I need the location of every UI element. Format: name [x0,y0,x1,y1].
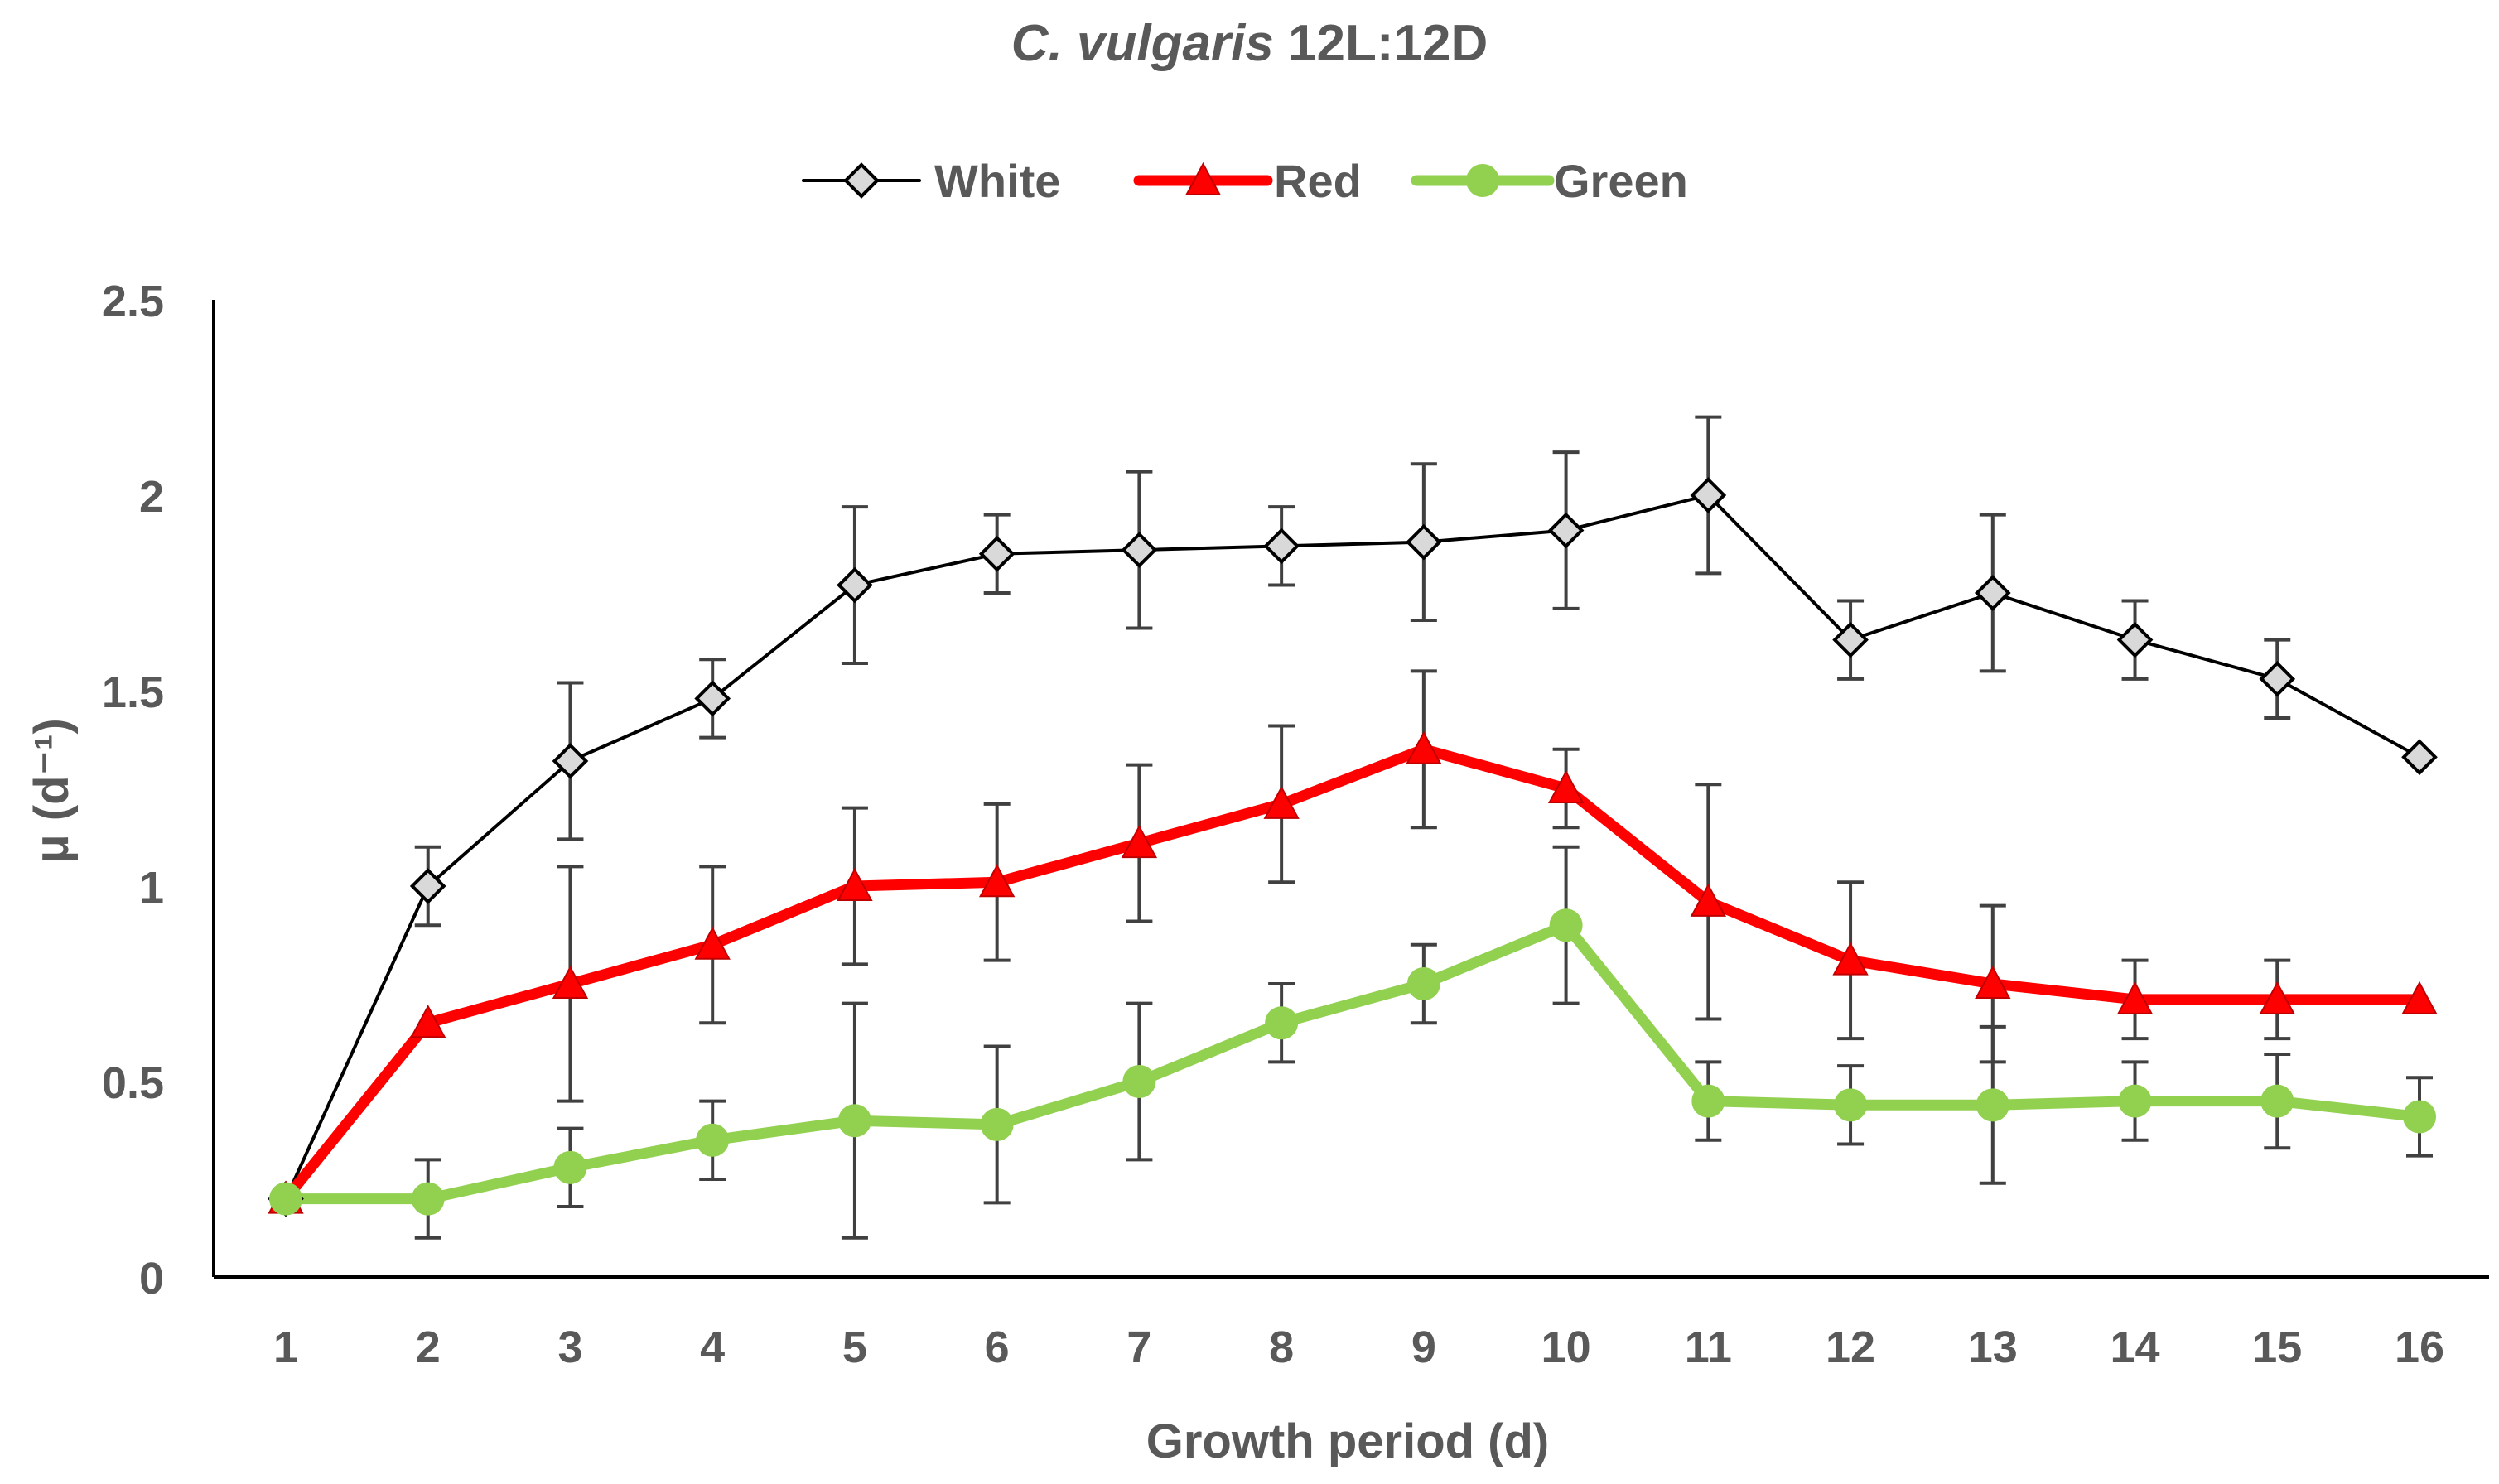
data-point-red [1832,942,1869,976]
series-lines [280,494,2425,1205]
data-point-white [2259,661,2296,697]
series-line-green [280,919,2425,1205]
legend-swatch-marker [1184,161,1222,195]
data-point-white [837,566,873,604]
data-point-red [2116,980,2154,1014]
x-tick-label: 12 [1826,1323,1875,1372]
legend-swatch-marker [843,162,880,199]
data-point-red [410,1005,446,1038]
data-point-white [1121,532,1158,568]
legend-label: White [934,155,1060,207]
data-point-white [2401,739,2438,776]
x-tick-label: 2 [416,1323,441,1372]
x-axis-label: Growth period (d) [1146,1414,1550,1468]
data-point-green [2403,1100,2436,1134]
y-axis-label: μ (d⁻¹) [25,718,79,864]
chart-title-species: C. vulgaris [1011,15,1274,72]
x-tick-label: 6 [985,1323,1010,1372]
data-point-green [696,1123,730,1157]
x-tick-label: 7 [1126,1323,1151,1372]
data-point-green [1406,967,1440,1000]
y-tick-label: 2 [139,472,164,522]
data-point-white [694,680,731,717]
data-point-red [1975,965,2011,999]
data-point-green [980,1107,1014,1141]
x-tick-label: 5 [842,1323,867,1372]
data-point-green [1976,1088,2009,1122]
data-point-red [2259,980,2295,1014]
data-point-green [553,1150,587,1184]
legend-item-green: Green [1411,155,1688,207]
legend-swatch-marker [1466,164,1499,197]
x-tick-label: 4 [700,1323,725,1372]
data-point-green [1122,1065,1156,1098]
data-point-white [1974,575,2011,611]
data-point-red [552,965,589,999]
series-line-red [280,744,2425,1205]
x-tick-label: 13 [1968,1323,2018,1372]
x-tick-label: 1 [273,1323,298,1372]
data-point-red [1690,883,1727,917]
data-point-white [409,868,446,904]
x-tick-label: 8 [1269,1323,1294,1372]
data-point-green [837,1104,871,1138]
data-point-red [1547,769,1585,803]
legend-item-red: Red [1133,155,1362,207]
data-point-red [2401,980,2438,1014]
data-point-red [1121,824,1158,859]
legend-item-white: White [802,155,1060,207]
data-point-white [1263,528,1300,565]
x-tick-label: 9 [1411,1323,1436,1372]
data-point-green [2118,1084,2152,1118]
data-point-white [552,743,589,779]
data-point-green [1265,1006,1299,1040]
legend: White Red Green [802,155,1688,207]
y-tick-label: 0.5 [102,1058,164,1108]
y-tick-label: 0 [139,1254,164,1303]
data-point-white [1406,523,1442,561]
data-point-white [1690,477,1727,513]
data-points [268,477,2438,1217]
data-point-white [2116,621,2154,658]
data-point-red [978,864,1016,898]
chart-title-condition: 12L:12D [1288,15,1488,72]
data-point-white [1832,621,1869,658]
legend-label: Green [1554,155,1688,207]
y-axis-ticks: 0 0.5 1 1.5 2 2.5 [102,277,164,1303]
x-tick-label: 10 [1541,1323,1591,1372]
data-point-white [978,535,1016,572]
y-tick-label: 1.5 [102,667,164,717]
data-point-green [2260,1084,2294,1118]
data-point-red [837,867,873,901]
y-tick-label: 2.5 [102,277,164,326]
x-tick-label: 3 [557,1323,582,1372]
data-point-white [1547,512,1585,549]
data-point-red [1263,785,1300,819]
x-axis-ticks: 1 2 3 4 5 6 7 8 9 10 11 12 13 14 15 16 [273,1323,2444,1372]
legend-label: Red [1274,155,1362,207]
data-point-red [1406,730,1442,764]
data-point-green [411,1182,445,1216]
chart-title: C. vulgaris 12L:12D [0,0,2499,70]
x-tick-label: 14 [2110,1323,2159,1372]
x-tick-label: 15 [2252,1323,2302,1372]
y-tick-label: 1 [139,863,164,913]
x-tick-label: 11 [1685,1323,1732,1372]
x-tick-label: 16 [2395,1323,2444,1372]
series-line-white [284,494,2421,1201]
data-point-green [1549,908,1583,942]
data-point-green [1691,1084,1725,1118]
data-point-red [694,926,731,960]
data-point-green [269,1182,302,1216]
data-point-green [1834,1088,1868,1122]
